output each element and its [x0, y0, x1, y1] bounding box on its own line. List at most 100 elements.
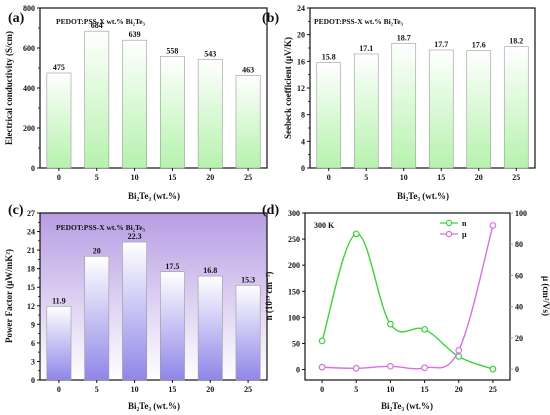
panel-b-ylabel: Seebeck coefficient (μV/K) [283, 37, 293, 139]
bar-a-0 [46, 72, 72, 169]
bar-c-0 [46, 306, 72, 381]
x-tick-label-b-4: 20 [475, 173, 483, 182]
x-tick-label-c-5: 25 [244, 385, 252, 394]
panel-a-xlabel-main: Bi₂Te₃ [128, 191, 153, 201]
bar-value-label-a-1: 684 [91, 21, 103, 30]
panel-c-xlabel: Bi₂Te₃ (wt.%) [128, 401, 180, 411]
bar-b-4 [466, 50, 492, 169]
panel-b-xlabel-main: Bi₂Te₃ [397, 191, 422, 201]
x-tick-label-a-3: 15 [168, 173, 176, 182]
x-tick-label-d-1: 5 [354, 385, 358, 394]
y-tick-label-a-1: 200 [23, 124, 35, 133]
y-tick-label-b-6: 24 [297, 4, 305, 13]
panel-b-label: (b) [262, 11, 279, 26]
panel-b-inner-label: PEDOT:PSS-X wt.% Bi₂Te₃ [314, 17, 404, 26]
y-right-tick-label-1: 20 [515, 334, 523, 343]
bar-a-1 [84, 30, 110, 169]
y-tick-label-b-3: 12 [297, 84, 305, 93]
bar-value-label-b-1: 17.1 [359, 44, 373, 53]
bar-value-label-a-4: 543 [204, 49, 216, 58]
x-tick-label-c-1: 5 [95, 385, 99, 394]
panel-c-inner-label: PEDOT:PSS-X wt.% Bi₂Te₃ [56, 223, 146, 232]
bar-b-3 [428, 49, 454, 169]
series-point-mu-4 [455, 346, 463, 354]
y-right-tick-label-5: 100 [515, 209, 527, 218]
y-tick-label-b-1: 4 [301, 137, 305, 146]
bar-value-label-c-0: 11.9 [52, 296, 66, 305]
legend-n-marker [445, 219, 453, 227]
bar-value-label-c-5: 15.3 [241, 275, 255, 284]
x-tick-label-a-2: 10 [131, 173, 139, 182]
panel-c-xlabel-unit: (wt.%) [153, 401, 180, 411]
x-tick-label-d-0: 0 [320, 385, 324, 394]
bar-c-4 [197, 275, 223, 381]
y-right-tick-label-4: 80 [515, 240, 523, 249]
series-point-n-1 [352, 230, 360, 238]
series-point-n-5 [489, 365, 497, 373]
y-left-tick-label-0: 0 [296, 366, 300, 375]
panel-d-inner-label: 300 K [314, 221, 335, 230]
bar-a-4 [197, 59, 223, 169]
panel-d-ylabel-left: n (10¹⁹ cm⁻³) [264, 272, 274, 321]
y-tick-label-c-5: 15 [27, 283, 35, 292]
bar-value-label-a-0: 475 [53, 63, 65, 72]
y-tick-label-c-1: 3 [31, 357, 35, 366]
x-tick-label-d-3: 15 [421, 385, 429, 394]
series-point-mu-0 [318, 363, 326, 371]
panel-b-xlabel: Bi₂Te₃ (wt.%) [397, 191, 449, 201]
bar-a-2 [122, 39, 147, 169]
bar-value-label-a-5: 463 [242, 65, 254, 74]
panel-c-label: (c) [8, 203, 24, 218]
x-tick-label-c-2: 10 [131, 385, 139, 394]
series-point-mu-5 [489, 222, 497, 229]
bar-c-3 [160, 271, 185, 381]
y-left-tick-label-1: 50 [292, 339, 300, 348]
x-tick-label-c-3: 15 [168, 385, 176, 394]
y-tick-label-c-7: 21 [27, 246, 35, 255]
panel-c-ylabel: Power Factor (μW/mK²) [4, 249, 14, 343]
panel-b: (b) PEDOT:PSS-X wt.% Bi₂Te₃ 15.8 17.1 18.7… [262, 4, 536, 201]
series-point-n-0 [318, 337, 326, 345]
x-tick-label-a-5: 25 [244, 173, 252, 182]
y-tick-label-a-3: 600 [23, 44, 35, 53]
y-tick-label-c-4: 12 [27, 302, 35, 311]
panel-d-ylabel-right: μ (cm²/Vs) [541, 276, 550, 316]
panel-d-label: (d) [262, 203, 279, 218]
y-tick-label-b-0: 0 [301, 164, 305, 173]
legend-mu-label: μ [462, 230, 467, 239]
y-left-tick-label-4: 200 [288, 261, 300, 270]
bar-value-label-b-2: 18.7 [397, 33, 411, 42]
legend-mu-marker [445, 230, 453, 238]
y-tick-label-b-4: 16 [297, 57, 305, 66]
series-point-mu-2 [387, 362, 394, 370]
bar-value-label-b-3: 17.7 [434, 40, 448, 49]
x-tick-label-c-4: 20 [206, 385, 214, 394]
series-line-n [321, 233, 494, 370]
y-left-tick-label-2: 100 [288, 313, 300, 322]
panel-d-xlabel-unit: (wt.%) [406, 401, 433, 411]
bar-b-0 [316, 62, 342, 169]
y-right-tick-label-0: 0 [515, 365, 519, 374]
bar-value-label-b-4: 17.6 [472, 41, 486, 50]
panel-a-plot-frame [39, 7, 268, 169]
x-tick-label-a-1: 5 [95, 173, 99, 182]
bar-value-label-b-0: 15.8 [322, 53, 336, 62]
y-tick-label-b-5: 20 [297, 31, 305, 40]
bar-value-label-b-5: 18.2 [509, 37, 523, 46]
x-tick-label-b-0: 0 [327, 173, 331, 182]
panel-d-xlabel-main: Bi₂Te₃ [381, 401, 406, 411]
panel-c-xlabel-main: Bi₂Te₃ [128, 401, 153, 411]
y-tick-label-c-2: 6 [31, 339, 35, 348]
y-tick-label-a-2: 400 [23, 84, 35, 93]
x-tick-label-c-0: 0 [57, 385, 61, 394]
panel-a-inner-label: PEDOT:PSS-X wt.% Bi₂Te₃ [56, 17, 146, 26]
panel-a-ylabel: Electrical conductivity (S/cm) [4, 31, 14, 145]
bar-value-label-a-2: 639 [129, 30, 141, 39]
y-tick-label-c-3: 9 [31, 320, 35, 329]
x-tick-label-d-5: 25 [489, 385, 497, 394]
x-tick-label-d-2: 10 [386, 385, 394, 394]
x-tick-label-a-0: 0 [57, 173, 61, 182]
panel-a-label: (a) [8, 11, 25, 26]
bar-c-2 [122, 241, 147, 381]
